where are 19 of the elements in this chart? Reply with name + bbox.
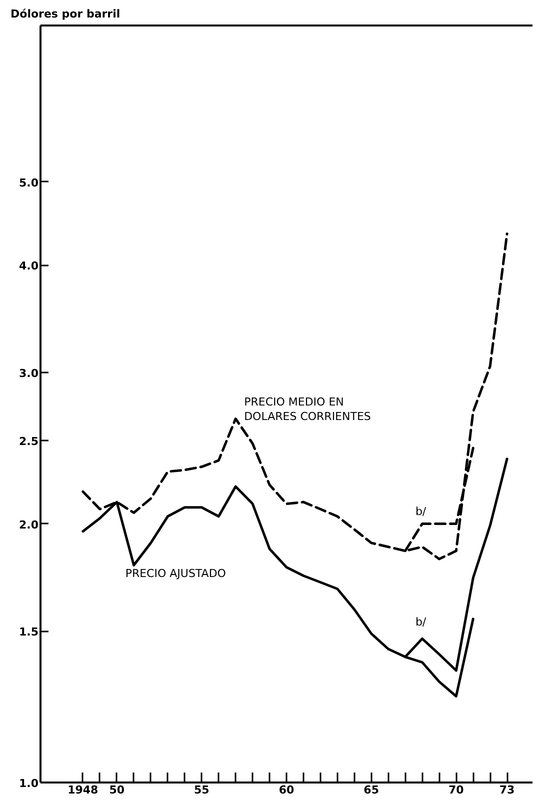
annotation: PRECIO AJUSTADO [125,567,226,580]
x-tick-label: 65 [364,784,379,796]
annotation: b/ [415,616,426,629]
x-tick-label: 70 [448,784,464,796]
y-tick-label: 1.5 [19,626,39,639]
x-tick-label: 1948 [68,784,98,796]
annotation: PRECIO MEDIO EN DOLARES CORRIENTES [244,396,371,423]
y-tick-label: 2.5 [19,434,39,448]
x-tick-label: 60 [278,784,294,796]
x-tick-label: 73 [499,784,515,796]
y-axis-title: Dólores por barril [10,8,120,20]
y-tick-label: 1.0 [19,777,39,790]
y-tick-label: 3.0 [19,366,39,380]
y-tick-label: 4.0 [19,260,39,273]
y-tick-label: 2.0 [19,518,39,532]
x-tick-label: 55 [194,784,210,796]
y-tick-label: 5.0 [19,176,39,190]
x-tick-label: 50 [109,784,125,796]
annotation: b/ [415,505,426,518]
